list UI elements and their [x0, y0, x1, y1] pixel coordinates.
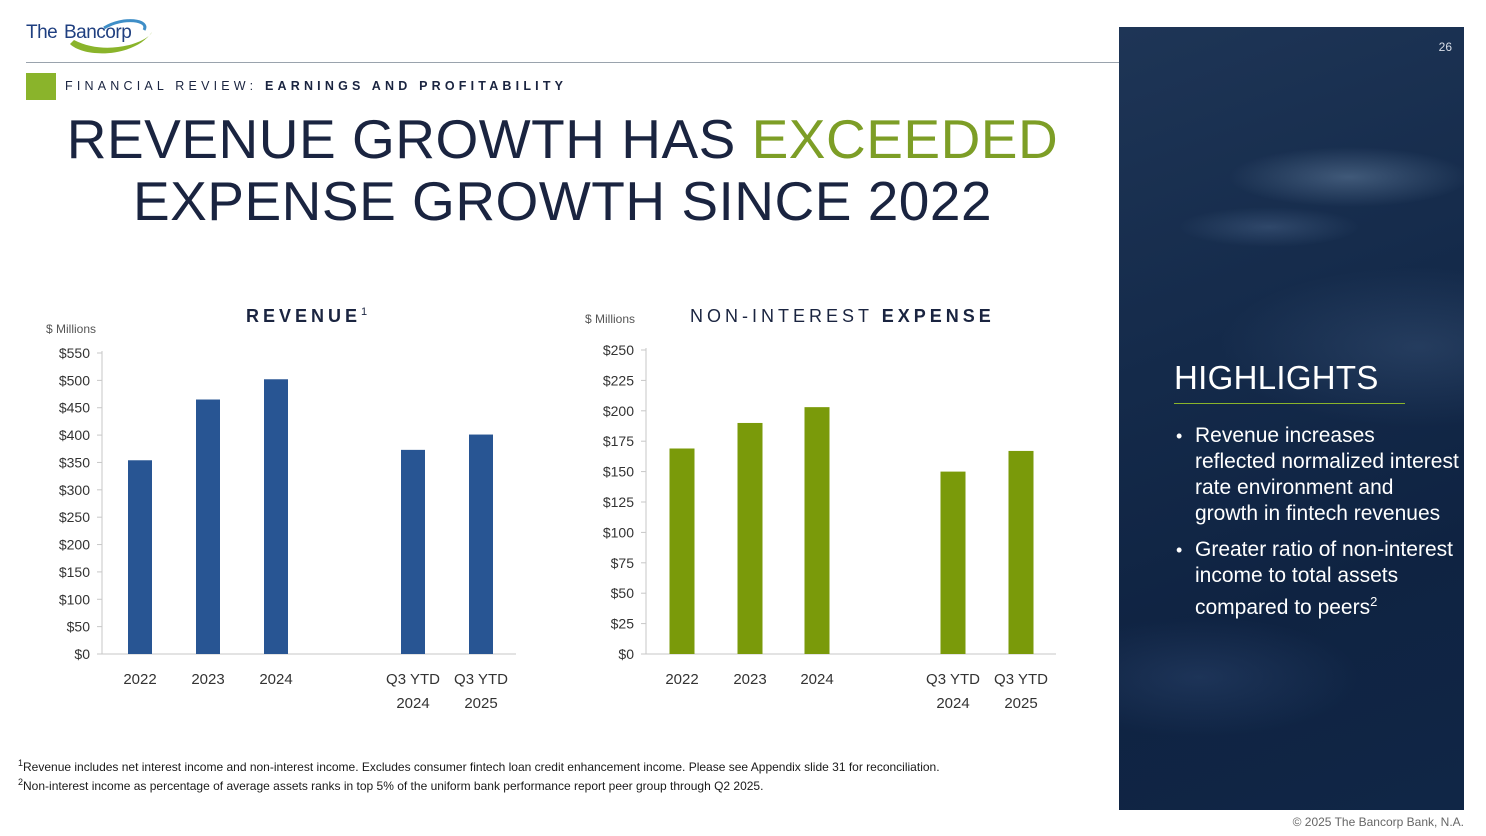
x-tick-label: 2022: [123, 671, 156, 688]
revenue-title-text: REVENUE: [246, 306, 362, 326]
bar-2022: [128, 460, 152, 654]
revenue-title-sup: 1: [361, 306, 372, 318]
y-tick-label: $450: [59, 400, 90, 416]
y-tick-label: $250: [59, 509, 90, 525]
y-tick-label: $100: [603, 524, 634, 540]
bar-2024: [264, 379, 288, 654]
bar-q3-ytd-2024: [401, 449, 425, 654]
section-topic: EARNINGS AND PROFITABILITY: [264, 79, 568, 93]
logo-swoosh-icon: [70, 19, 152, 54]
highlights-list: Revenue increases reflected normalized i…: [1174, 423, 1459, 631]
highlight-item: Greater ratio of non-interest income to …: [1174, 537, 1459, 621]
revenue-chart: $0 $50 $100 $150 $200 $250 $300 $350 $400 $450 $50…: [30, 338, 530, 733]
bar-2023: [737, 422, 763, 654]
y-tick-label: $300: [59, 482, 90, 498]
bar-q3-ytd-2025: [1008, 450, 1034, 654]
x-tick-label: 2023: [191, 671, 224, 688]
y-tick-label: $400: [59, 427, 90, 443]
page-number: 26: [1438, 40, 1452, 54]
bar-q3-ytd-2024: [940, 471, 966, 654]
expense-chart-svg: $0 $25 $50 $75 $100 $125 $150 $175 $200 $225 $250 2…: [603, 342, 1056, 712]
y-tick-label: $250: [603, 342, 634, 358]
y-tick-label: $25: [611, 616, 635, 632]
x-tick-label: Q3 YTD: [926, 671, 980, 688]
x-tick-label: 2024: [800, 671, 833, 688]
revenue-chart-svg: $0 $50 $100 $150 $200 $250 $300 $350 $400 $450 $50…: [59, 345, 516, 712]
title-highlight: EXCEEDED: [751, 108, 1059, 170]
y-tick-label: $200: [603, 403, 634, 419]
footnote-1-marker: 1: [18, 758, 24, 768]
x-tick-label: Q3 YTD: [454, 671, 508, 688]
expense-title-bold: EXPENSE: [881, 306, 995, 326]
y-tick-label: $75: [611, 555, 635, 571]
y-tick-label: $175: [603, 433, 634, 449]
footnotes: 1Revenue includes net interest income an…: [18, 756, 940, 794]
x-tick-label: 2025: [1004, 695, 1037, 712]
x-tick-label: 2025: [464, 695, 497, 712]
title-line2: EXPENSE GROWTH SINCE 2022: [132, 170, 993, 232]
title-part1: REVENUE GROWTH HAS: [66, 108, 736, 170]
highlights-panel: 26 HIGHLIGHTS Revenue increases reflecte…: [1119, 27, 1464, 810]
highlight-text-1: Revenue increases reflected normalized i…: [1195, 424, 1459, 525]
x-tick-label: 2022: [665, 671, 698, 688]
revenue-unit-label: $ Millions: [46, 322, 97, 336]
section-prefix: FINANCIAL REVIEW:: [65, 79, 258, 93]
x-tick-label: Q3 YTD: [994, 671, 1048, 688]
expense-chart-title: NON-INTEREST EXPENSE: [690, 306, 995, 327]
x-tick-label: 2024: [396, 695, 429, 712]
logo-the-text: The: [26, 22, 58, 43]
revenue-chart-title: REVENUE1: [246, 306, 371, 327]
y-tick-label: $100: [59, 591, 90, 607]
y-tick-label: $125: [603, 494, 634, 510]
y-tick-label: $500: [59, 372, 90, 388]
expense-title-light: NON-INTEREST: [690, 306, 873, 326]
expense-unit-label: $ Millions: [585, 312, 636, 326]
bar-2024: [804, 407, 830, 654]
x-tick-label: 2024: [936, 695, 969, 712]
section-marker: [26, 73, 56, 100]
x-tick-label: 2023: [733, 671, 766, 688]
footnote-2-marker: 2: [18, 777, 24, 787]
copyright: © 2025 The Bancorp Bank, N.A.: [1292, 815, 1464, 829]
y-tick-label: $225: [603, 372, 634, 388]
highlights-title: HIGHLIGHTS: [1174, 359, 1379, 396]
y-tick-label: $0: [74, 646, 90, 662]
expense-chart: $0 $25 $50 $75 $100 $125 $150 $175 $200 $225 $250 2…: [570, 338, 1070, 733]
x-tick-label: 2024: [259, 671, 292, 688]
bar-2022: [669, 448, 695, 654]
highlight-sup-2: 2: [1370, 594, 1378, 609]
y-tick-label: $0: [618, 646, 634, 662]
y-tick-label: $550: [59, 345, 90, 361]
y-tick-label: $50: [611, 585, 635, 601]
footnote-2: 2Non-interest income as percentage of av…: [18, 775, 940, 794]
x-tick-label: Q3 YTD: [386, 671, 440, 688]
y-tick-label: $50: [67, 619, 91, 635]
y-tick-label: $150: [603, 464, 634, 480]
bar-q3-ytd-2025: [469, 434, 493, 654]
bancorp-logo: The Bancorp: [26, 14, 156, 60]
footnote-1-text: Revenue includes net interest income and…: [23, 760, 940, 774]
footnote-2-text: Non-interest income as percentage of ave…: [23, 779, 764, 793]
highlights-rule: [1174, 403, 1405, 404]
bar-2023: [196, 399, 220, 654]
y-tick-label: $350: [59, 454, 90, 470]
highlight-text-2: Greater ratio of non-interest income to …: [1195, 538, 1453, 619]
y-tick-label: $200: [59, 537, 90, 553]
footnote-1: 1Revenue includes net interest income an…: [18, 756, 940, 775]
page-title: REVENUE GROWTH HAS EXCEEDED EXPENSE GROW…: [40, 108, 1085, 232]
section-label: FINANCIAL REVIEW: EARNINGS AND PROFITABI…: [65, 79, 567, 93]
header-rule: [26, 62, 1120, 63]
logo-name-text: Bancorp: [64, 22, 132, 43]
highlight-item: Revenue increases reflected normalized i…: [1174, 423, 1459, 527]
y-tick-label: $150: [59, 564, 90, 580]
